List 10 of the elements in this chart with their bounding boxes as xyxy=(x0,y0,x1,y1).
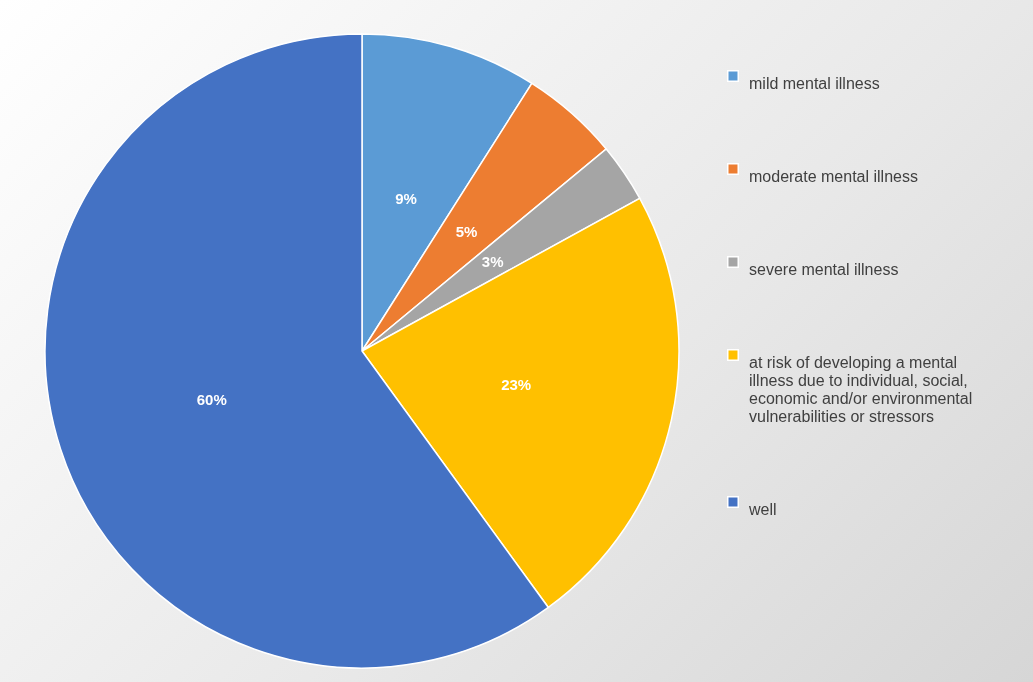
legend-label: at risk of developing a mental illness due to individual, social, economic and/or environmental vulnerabilities or stressors xyxy=(749,354,973,425)
data-label: 60% xyxy=(196,390,227,408)
legend-label: severe mental illness xyxy=(749,261,899,278)
data-label: 23% xyxy=(501,376,532,394)
data-label: 5% xyxy=(455,223,478,241)
legend-label: mild mental illness xyxy=(749,75,880,92)
data-label: 9% xyxy=(395,190,417,208)
legend-label: well xyxy=(748,501,777,518)
data-label: 3% xyxy=(481,253,504,271)
legend-label: moderate mental illness xyxy=(749,168,918,185)
